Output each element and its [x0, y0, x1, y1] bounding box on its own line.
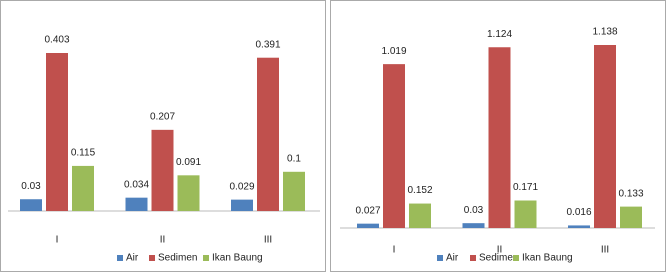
data-label: 0.091 [176, 157, 201, 168]
data-label: 0.03 [21, 181, 41, 192]
bar [594, 45, 616, 228]
bar [231, 199, 253, 211]
data-label: 1.019 [381, 46, 406, 57]
data-label: 0.027 [355, 205, 380, 216]
legend-swatch [203, 255, 209, 261]
bar [125, 197, 148, 211]
bar [257, 57, 279, 212]
data-label: 0.016 [566, 207, 591, 218]
data-label: 1.124 [487, 29, 512, 40]
x-tick-label: II [497, 245, 503, 256]
x-tick-label: II [160, 235, 166, 246]
bar [151, 129, 174, 211]
bar [409, 203, 431, 228]
legend-swatch [117, 255, 123, 261]
data-label: 1.138 [592, 27, 617, 38]
x-tick-label: I [393, 245, 396, 256]
x-tick-label: III [264, 235, 272, 246]
data-label: 0.207 [150, 111, 175, 122]
legend-swatch [470, 255, 476, 261]
data-label: 0.1 [287, 153, 301, 164]
data-label: 0.391 [255, 39, 280, 50]
bar [568, 225, 590, 228]
bar [20, 199, 42, 211]
legend-swatch [437, 255, 443, 261]
legend-label: Air [446, 253, 459, 264]
x-tick-label: I [56, 235, 59, 246]
data-label: 0.133 [618, 188, 643, 199]
bar [462, 223, 485, 228]
legend-swatch [513, 255, 519, 261]
legend-label: Ikan Baung [212, 253, 263, 264]
x-tick-label: III [601, 245, 609, 256]
legend-label: Sedimen [479, 253, 518, 264]
data-label: 0.115 [71, 148, 96, 159]
data-label: 0.171 [513, 182, 538, 193]
bar [46, 53, 68, 211]
legend-label: Air [126, 253, 139, 264]
data-label: 0.403 [44, 35, 69, 46]
legend-label: Sedimen [158, 253, 197, 264]
data-label: 0.034 [124, 179, 149, 190]
data-label: 0.029 [229, 181, 254, 192]
bar [383, 64, 405, 229]
bar [514, 200, 537, 228]
data-label: 0.03 [464, 205, 484, 216]
bar [488, 47, 511, 229]
bar [177, 175, 200, 211]
bar [283, 171, 305, 211]
bar [357, 223, 379, 228]
legend-swatch [149, 255, 155, 261]
bar [72, 165, 94, 211]
bar [620, 206, 642, 228]
legend-label: Ikan Baung [522, 253, 573, 264]
data-label: 0.152 [407, 185, 432, 196]
